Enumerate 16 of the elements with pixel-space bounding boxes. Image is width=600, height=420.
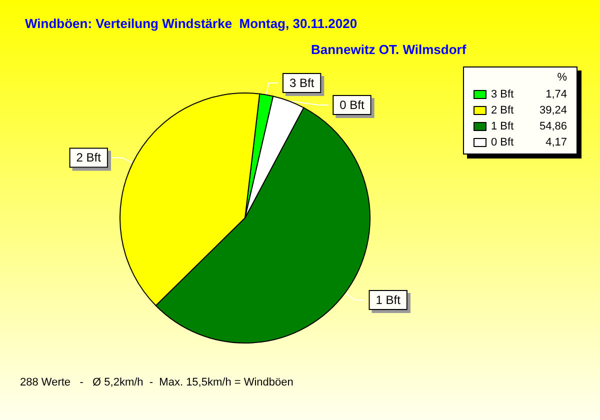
legend-label: 3 Bft bbox=[491, 88, 514, 100]
legend-label: 0 Bft bbox=[491, 136, 514, 148]
data-label: 4,17 bbox=[546, 136, 567, 148]
data-label: 39,24 bbox=[539, 104, 567, 116]
chart-title: Windböen: Verteilung Windstärke Montag, 30.11.2020 bbox=[25, 16, 358, 31]
legend-label: 2 Bft bbox=[491, 104, 514, 116]
chart-subtitle: Bannewitz OT. Wilmsdorf bbox=[311, 42, 467, 57]
slice-label: 3 Bft bbox=[289, 76, 315, 90]
slice-label: 2 Bft bbox=[76, 150, 102, 165]
legend-label: 1 Bft bbox=[491, 120, 514, 132]
data-label: 1,74 bbox=[546, 88, 567, 100]
legend-title: % bbox=[557, 72, 568, 84]
text: 288 Werte - Ø 5,2km/h - Max. 15,5km/h = Windböen bbox=[20, 376, 294, 388]
slice-label: 0 Bft bbox=[340, 98, 366, 112]
data-label: 54,86 bbox=[539, 120, 567, 132]
slice-label: 1 Bft bbox=[376, 292, 402, 307]
